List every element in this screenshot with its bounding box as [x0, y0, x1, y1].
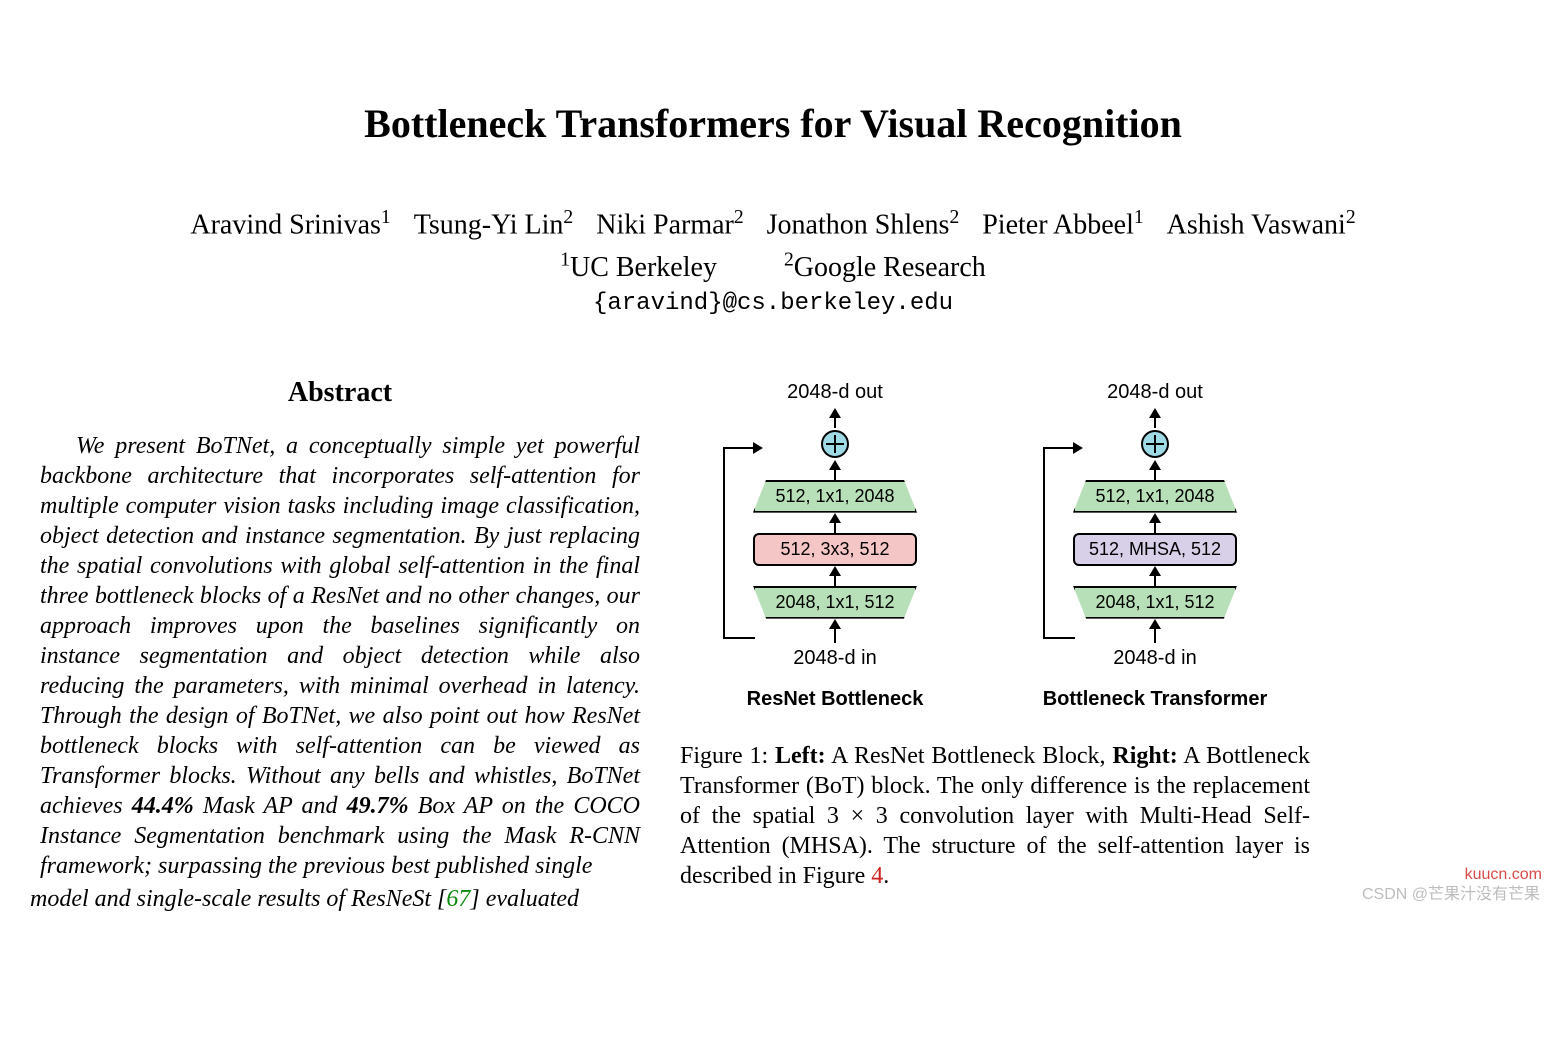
arrow-shaft: [834, 629, 836, 643]
author-aff: 2: [563, 207, 573, 228]
abstract-pre: We present BoTNet, a conceptually simple…: [40, 433, 640, 819]
abstract-cutoff: model and single-scale results of ResNeS…: [30, 884, 630, 914]
arrow-up-icon: [829, 513, 841, 523]
add-op-icon: [821, 430, 849, 458]
arrow-shaft: [1154, 629, 1156, 643]
watermark-csdn: CSDN @芒果汁没有芒果: [1362, 880, 1540, 904]
author-name: Aravind Srinivas: [190, 209, 381, 240]
arrow-shaft: [1154, 523, 1156, 533]
cutoff-pre: model and single-scale results of ResNeS…: [30, 886, 446, 912]
skip-connection: [723, 447, 755, 639]
author-name: Tsung-Yi Lin: [414, 209, 564, 240]
arrow-up-icon: [829, 566, 841, 576]
arrow-shaft: [1154, 576, 1156, 586]
arrow-shaft: [1154, 470, 1156, 480]
fig-caption-right-bold: Right:: [1112, 743, 1177, 769]
out-label: 2048-d out: [1107, 381, 1203, 404]
out-label: 2048-d out: [787, 381, 883, 404]
arrow-up-icon: [1149, 513, 1161, 523]
resnet-bottleneck-diagram: 2048-d out 512, 1x1, 2048 512, 3x3, 512 …: [695, 377, 975, 711]
arrow-shaft: [834, 418, 836, 428]
author-aff: 2: [734, 207, 744, 228]
arrow-up-icon: [829, 460, 841, 470]
mhsa-mid: 512, MHSA, 512: [1073, 533, 1237, 566]
fig-caption-left-text: A ResNet Bottleneck Block,: [826, 743, 1113, 769]
abstract-heading: Abstract: [40, 377, 640, 409]
cutoff-post: ] evaluated: [470, 886, 579, 912]
fig-caption-prefix: Figure 1:: [680, 743, 775, 769]
bottleneck-transformer-diagram: 2048-d out 512, 1x1, 2048 512, MHSA, 512…: [1015, 377, 1295, 711]
left-diagram-caption: ResNet Bottleneck: [747, 688, 924, 711]
arrow-up-icon: [1149, 619, 1161, 629]
arrow-shaft: [834, 576, 836, 586]
right-diagram-caption: Bottleneck Transformer: [1043, 688, 1268, 711]
figure-reference: 4: [871, 863, 883, 889]
author-name: Jonathon Shlens: [767, 209, 950, 240]
left-column: Abstract We present BoTNet, a conceptual…: [40, 367, 640, 891]
arrow-shaft: [1154, 418, 1156, 428]
in-label: 2048-d in: [793, 647, 876, 670]
abstract-mid1: Mask AP and: [194, 793, 347, 819]
contact-email: {aravind}@cs.berkeley.edu: [30, 290, 1516, 317]
figure-caption: Figure 1: Left: A ResNet Bottleneck Bloc…: [680, 741, 1310, 891]
skip-connection: [1043, 447, 1075, 639]
arrow-up-icon: [829, 619, 841, 629]
arrow-up-icon: [829, 408, 841, 418]
affil-name: Google Research: [794, 252, 986, 283]
author-name: Niki Parmar: [596, 209, 734, 240]
author-aff: 2: [1346, 207, 1356, 228]
arrow-shaft: [834, 470, 836, 480]
fig-caption-left-bold: Left:: [775, 743, 826, 769]
conv-1x1-top: 512, 1x1, 2048: [1073, 480, 1237, 513]
conv-3x3-mid: 512, 3x3, 512: [753, 533, 917, 566]
author-aff: 2: [949, 207, 959, 228]
box-ap: 49.7%: [347, 793, 409, 819]
conv-1x1-bot: 2048, 1x1, 512: [1073, 586, 1237, 619]
author-aff: 1: [381, 207, 391, 228]
affil-name: UC Berkeley: [570, 252, 717, 283]
author-name: Ashish Vaswani: [1167, 209, 1346, 240]
conv-1x1-bot: 2048, 1x1, 512: [753, 586, 917, 619]
in-label: 2048-d in: [1113, 647, 1196, 670]
abstract-body: We present BoTNet, a conceptually simple…: [40, 431, 640, 881]
fig-caption-tail: .: [883, 863, 889, 889]
conv-1x1-top: 512, 1x1, 2048: [753, 480, 917, 513]
arrow-up-icon: [1149, 460, 1161, 470]
authors-line: Aravind Srinivas1 Tsung-Yi Lin2 Niki Par…: [30, 207, 1516, 241]
add-op-icon: [1141, 430, 1169, 458]
citation-ref: 67: [446, 886, 470, 912]
skip-arrowhead-icon: [753, 442, 763, 454]
figure-1: 2048-d out 512, 1x1, 2048 512, 3x3, 512 …: [680, 377, 1310, 711]
author-name: Pieter Abbeel: [982, 209, 1134, 240]
author-aff: 1: [1134, 207, 1144, 228]
paper-title: Bottleneck Transformers for Visual Recog…: [30, 100, 1516, 147]
right-column: 2048-d out 512, 1x1, 2048 512, 3x3, 512 …: [680, 367, 1310, 891]
mask-ap: 44.4%: [132, 793, 194, 819]
affiliations-line: 1UC Berkeley 2Google Research: [30, 249, 1516, 283]
affil-num: 2: [784, 249, 794, 270]
arrow-up-icon: [1149, 408, 1161, 418]
skip-arrowhead-icon: [1073, 442, 1083, 454]
arrow-shaft: [834, 523, 836, 533]
arrow-up-icon: [1149, 566, 1161, 576]
affil-num: 1: [560, 249, 570, 270]
